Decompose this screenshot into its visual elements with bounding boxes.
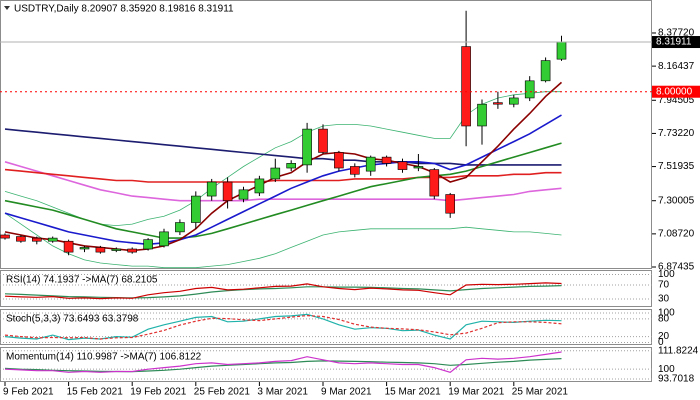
x-tick-label: 25 Mar 2021: [512, 387, 569, 398]
indicator-title: RSI(14) 74.1937 ->MA(7) 68.2105: [6, 275, 158, 286]
candle-body: [302, 128, 312, 166]
y-tick-label: 100: [658, 308, 675, 319]
chart-title: USDTRY,Daily 8.20907 8.35920 8.19816 8.3…: [14, 4, 234, 15]
candle-body: [238, 189, 249, 200]
y-tick-label: 8.16437: [658, 61, 695, 72]
y-tick-label: 80: [658, 314, 670, 325]
moving-average-line: [4, 142, 562, 239]
y-tick-label: 93.7018: [658, 374, 695, 385]
y-tick-label: 7.51935: [658, 161, 695, 172]
candle-body: [0, 234, 10, 239]
candle-body: [429, 169, 440, 197]
moving-average-line: [4, 212, 562, 269]
indicator-line: [4, 351, 562, 373]
candle-body: [111, 248, 122, 251]
candle-body: [254, 178, 265, 194]
x-tick-label: 15 Feb 2021: [67, 387, 124, 398]
candle-body: [397, 161, 408, 170]
candle-body: [413, 166, 424, 169]
momentum-panel-frame: [0, 347, 652, 382]
candle-body: [206, 181, 217, 197]
x-tick-label: 15 Mar 2021: [385, 387, 442, 398]
y-tick-label: 111.8224: [658, 345, 699, 356]
candle-body: [493, 102, 503, 105]
y-tick-label: 7.30005: [658, 195, 695, 206]
candle-body: [477, 103, 487, 127]
symbol-menu-icon[interactable]: [4, 6, 10, 10]
candle-body: [159, 231, 169, 247]
candle-body: [191, 195, 201, 223]
y-tick-label: 100: [658, 269, 675, 280]
level-label-box: [652, 85, 700, 98]
candle-body: [540, 60, 551, 82]
candle-body: [47, 237, 58, 242]
price-label-box: [652, 36, 700, 49]
candle-body: [556, 41, 567, 60]
moving-average-line: [4, 114, 562, 246]
rsi-panel-frame: [0, 270, 652, 307]
candle-body: [524, 80, 535, 99]
indicator-title: Momentum(14) 110.9987 ->MA(7) 106.8122: [6, 352, 202, 363]
candle-body: [508, 97, 519, 105]
y-tick-label: 70: [658, 280, 670, 291]
stoch-panel-frame: [0, 309, 652, 345]
y-tick-label: 100: [658, 364, 675, 375]
y-tick-label: 7.08720: [658, 229, 695, 240]
y-tick-label: 20: [658, 331, 670, 342]
x-tick-label: 9 Mar 2021: [321, 387, 372, 398]
moving-average-line: [4, 128, 562, 166]
y-tick-label: 8.37720: [658, 28, 695, 39]
y-tick-label: 30: [658, 294, 670, 305]
candle-body: [143, 239, 153, 250]
candle-body: [270, 167, 281, 180]
candle-body: [175, 222, 185, 233]
indicator-line: [4, 285, 562, 299]
y-tick-label: 7.73220: [658, 128, 695, 139]
candle-body: [381, 156, 392, 164]
y-tick-label: 7.94505: [658, 95, 695, 106]
moving-average-line: [4, 161, 562, 202]
x-tick-label: 19 Feb 2021: [130, 387, 187, 398]
level-label: 8.00000: [656, 86, 693, 97]
price-label: 8.31911: [656, 37, 692, 48]
candle-body: [127, 248, 137, 253]
candle-body: [334, 152, 344, 169]
indicator-line: [4, 358, 562, 373]
candle-body: [318, 128, 328, 153]
candle-body: [95, 247, 106, 253]
y-tick-label: 0: [658, 337, 664, 348]
x-tick-label: 19 Mar 2021: [448, 387, 505, 398]
indicator-line: [4, 314, 562, 340]
candle-body: [461, 46, 471, 127]
candle-body: [349, 166, 360, 175]
x-tick-label: 3 Mar 2021: [257, 387, 308, 398]
x-tick-label: 25 Feb 2021: [194, 387, 251, 398]
y-tick-label: 6.87435: [658, 262, 695, 273]
indicator-line: [4, 282, 562, 300]
indicator-title: Stoch(5,3,3) 73.6493 63.3798: [6, 314, 139, 325]
candle-body: [222, 181, 233, 202]
x-tick-label: 9 Feb 2021: [3, 387, 54, 398]
candle-body: [31, 237, 42, 242]
candle-body: [365, 156, 376, 172]
candle-body: [79, 247, 90, 250]
candle-body: [445, 194, 456, 214]
candle-body: [286, 163, 297, 169]
candle-body: [16, 236, 26, 242]
main-panel-frame: [0, 0, 652, 269]
candle-body: [63, 240, 74, 253]
